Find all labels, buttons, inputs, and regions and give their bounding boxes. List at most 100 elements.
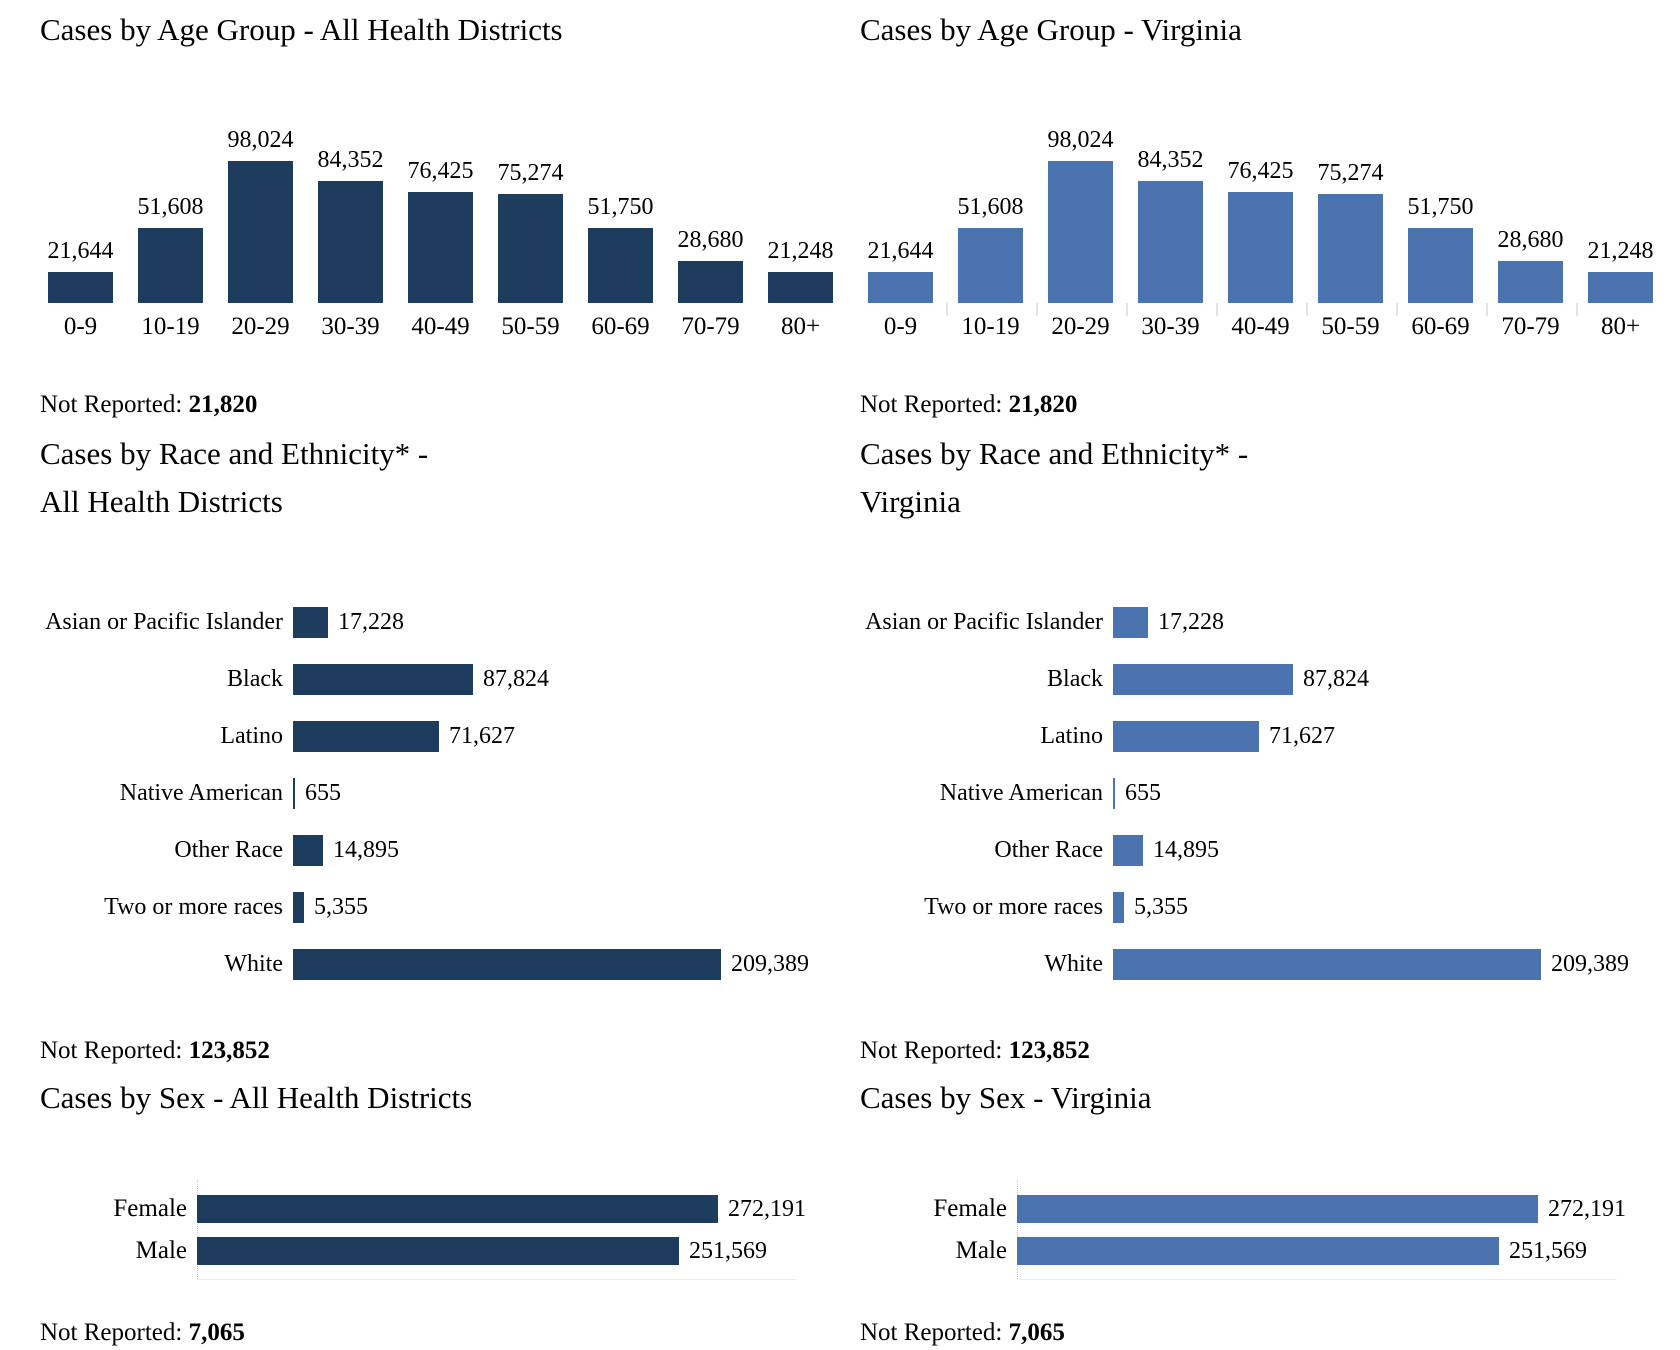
bar-10-19[interactable]	[958, 228, 1023, 303]
axis-category-label: 60-69	[1411, 313, 1470, 340]
bar-row-native-american: Native American 655	[860, 765, 1675, 822]
bar-group-70-79: 28,680 70-79	[1498, 153, 1564, 340]
bar-female[interactable]	[197, 1195, 718, 1223]
bar-value-label: 71,627	[449, 723, 515, 749]
bar-value-label: 21,248	[1587, 238, 1654, 264]
category-label: Two or more races	[104, 894, 283, 920]
chart-title: Cases by Age Group - Virginia	[860, 12, 1242, 47]
race-chart-virginia: Cases by Race and Ethnicity* - Virginia …	[860, 430, 1675, 1064]
bar-group-50-59: 75,274 50-59	[1318, 153, 1384, 340]
bar-male[interactable]	[197, 1237, 679, 1265]
bar-value-label: 251,569	[689, 1237, 767, 1264]
bar-other-race[interactable]	[293, 835, 323, 866]
bar-asian-or-pacific-islander[interactable]	[1113, 607, 1148, 638]
not-reported-note: Not Reported: 21,820	[860, 391, 1077, 419]
bar-other-race[interactable]	[1113, 835, 1143, 866]
not-reported-value: 21,820	[188, 391, 258, 418]
age-chart-virginia: Cases by Age Group - Virginia 21,644 0-9 5…	[860, 8, 1675, 418]
plot-area: 21,644 0-9 51,608 10-19 98,024 20-29 84,352 30-…	[868, 127, 1668, 340]
bar-group-30-39: 84,352 30-39	[1138, 147, 1204, 340]
bar-30-39[interactable]	[1138, 181, 1203, 303]
bar-male[interactable]	[1017, 1237, 1499, 1265]
not-reported-note: Not Reported: 7,065	[40, 1319, 245, 1347]
bar-row-native-american: Native American 655	[40, 765, 855, 822]
bar-white[interactable]	[1113, 949, 1541, 980]
category-label: Other Race	[174, 837, 283, 863]
bar-80[interactable]	[768, 272, 833, 303]
bar-value-label: 28,680	[677, 227, 744, 253]
bar-20-29[interactable]	[1048, 161, 1113, 303]
bar-latino[interactable]	[1113, 721, 1259, 752]
y-axis-line	[197, 1180, 198, 1279]
bar-group-20-29: 98,024 20-29	[228, 127, 294, 340]
category-label: White	[1044, 951, 1103, 977]
bar-native-american[interactable]	[1113, 778, 1115, 809]
bar-value-label: 272,191	[728, 1195, 806, 1222]
bar-row-other-race: Other Race 14,895	[40, 822, 855, 879]
bar-row-black: Black 87,824	[40, 651, 855, 708]
bar-10-19[interactable]	[138, 228, 203, 303]
bar-latino[interactable]	[293, 721, 439, 752]
bar-40-49[interactable]	[1228, 192, 1293, 303]
not-reported-label: Not Reported:	[860, 1037, 1003, 1064]
bar-60-69[interactable]	[1408, 228, 1473, 303]
bar-50-59[interactable]	[498, 194, 563, 303]
bar-value-label: 76,425	[1227, 158, 1294, 184]
axis-category-label: 50-59	[501, 313, 560, 340]
bar-40-49[interactable]	[408, 192, 473, 303]
axis-category-label: 10-19	[961, 313, 1020, 340]
bar-group-0-9: 21,644 0-9	[868, 153, 934, 340]
bar-value-label: 98,024	[1047, 127, 1114, 153]
bar-60-69[interactable]	[588, 228, 653, 303]
bar-20-29[interactable]	[228, 161, 293, 303]
category-label: Other Race	[994, 837, 1103, 863]
axis-category-label: 40-49	[1231, 313, 1290, 340]
bar-native-american[interactable]	[293, 778, 295, 809]
bar-row-black: Black 87,824	[860, 651, 1675, 708]
bar-two-or-more-races[interactable]	[1113, 892, 1124, 923]
bar-row-asian-or-pacific-islander: Asian or Pacific Islander 17,228	[860, 594, 1675, 651]
x-axis-line	[197, 1279, 797, 1280]
bar-group-0-9: 21,644 0-9	[48, 153, 114, 340]
bar-value-label: 17,228	[338, 609, 404, 635]
bar-value-label: 251,569	[1509, 1237, 1587, 1264]
bar-0-9[interactable]	[868, 272, 933, 303]
bar-value-label: 87,824	[1303, 666, 1369, 692]
axis-category-label: 0-9	[63, 313, 98, 340]
plot-area: Asian or Pacific Islander 17,228 Black 87,8…	[860, 594, 1675, 993]
bar-value-label: 51,750	[587, 194, 654, 220]
bar-70-79[interactable]	[1498, 261, 1563, 303]
bar-value-label: 272,191	[1548, 1195, 1626, 1222]
bar-female[interactable]	[1017, 1195, 1538, 1223]
bar-row-other-race: Other Race 14,895	[860, 822, 1675, 879]
bar-80[interactable]	[1588, 272, 1653, 303]
bar-white[interactable]	[293, 949, 721, 980]
bar-value-label: 51,608	[957, 194, 1024, 220]
bar-row-two-or-more-races: Two or more races 5,355	[860, 879, 1675, 936]
bar-group-80: 21,248 80+	[768, 153, 834, 340]
bar-black[interactable]	[1113, 664, 1293, 695]
axis-category-label: 20-29	[1051, 313, 1110, 340]
bar-value-label: 75,274	[497, 160, 564, 186]
axis-category-label: 10-19	[141, 313, 200, 340]
bar-0-9[interactable]	[48, 272, 113, 303]
not-reported-label: Not Reported:	[40, 1037, 183, 1064]
bar-group-60-69: 51,750 60-69	[1408, 153, 1474, 340]
bar-group-10-19: 51,608 10-19	[957, 153, 1024, 340]
bar-row-latino: Latino 71,627	[860, 708, 1675, 765]
category-label: Native American	[939, 780, 1103, 806]
axis-tick	[1305, 303, 1308, 316]
axis-tick	[1125, 303, 1128, 316]
bar-asian-or-pacific-islander[interactable]	[293, 607, 328, 638]
bar-black[interactable]	[293, 664, 473, 695]
bar-two-or-more-races[interactable]	[293, 892, 304, 923]
bar-30-39[interactable]	[318, 181, 383, 303]
plot-area: Asian or Pacific Islander 17,228 Black 87,8…	[40, 594, 855, 993]
bar-70-79[interactable]	[678, 261, 743, 303]
bar-50-59[interactable]	[1318, 194, 1383, 303]
category-label: Asian or Pacific Islander	[45, 609, 283, 635]
sex-chart-virginia: Cases by Sex - Virginia Female 272,191 Mal…	[860, 1076, 1675, 1346]
not-reported-value: 123,852	[188, 1037, 270, 1064]
axis-category-label: 50-59	[1321, 313, 1380, 340]
axis-category-label: 70-79	[681, 313, 740, 340]
